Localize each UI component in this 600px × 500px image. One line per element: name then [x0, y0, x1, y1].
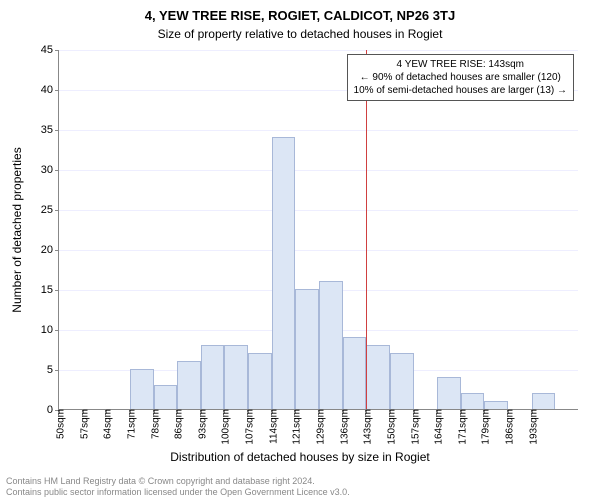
histogram-bar	[201, 345, 225, 409]
annotation-line: 4 YEW TREE RISE: 143sqm	[354, 58, 567, 71]
x-tick: 78sqm	[146, 409, 161, 439]
x-tick: 193sqm	[524, 409, 539, 445]
x-tick: 107sqm	[241, 409, 256, 445]
gridline	[59, 250, 578, 251]
x-tick: 186sqm	[501, 409, 516, 445]
histogram-bar	[272, 137, 296, 409]
histogram-bar	[177, 361, 201, 409]
histogram-bar	[319, 281, 343, 409]
x-tick: 164sqm	[430, 409, 445, 445]
x-tick: 114sqm	[264, 409, 279, 444]
histogram-bar	[390, 353, 414, 409]
histogram-bar	[532, 393, 556, 409]
x-tick: 71sqm	[122, 409, 137, 439]
histogram-bar	[248, 353, 272, 409]
x-tick: 86sqm	[170, 409, 185, 439]
footer-line-1: Contains HM Land Registry data © Crown c…	[6, 476, 350, 487]
gridline	[59, 50, 578, 51]
x-tick: 64sqm	[99, 409, 114, 439]
y-tick: 20	[41, 244, 59, 256]
x-tick: 171sqm	[453, 409, 468, 445]
x-tick: 121sqm	[288, 409, 303, 445]
y-tick: 35	[41, 124, 59, 136]
histogram-bar	[366, 345, 390, 409]
x-tick: 136sqm	[335, 409, 350, 445]
histogram-bar	[461, 393, 485, 409]
plot-area: 05101520253035404550sqm57sqm64sqm71sqm78…	[58, 50, 578, 410]
gridline	[59, 210, 578, 211]
y-tick: 5	[47, 364, 59, 376]
x-tick: 157sqm	[406, 409, 421, 445]
x-tick: 143sqm	[359, 409, 374, 445]
gridline	[59, 130, 578, 131]
x-tick: 129sqm	[312, 409, 327, 445]
annotation-line: 10% of semi-detached houses are larger (…	[354, 84, 567, 97]
x-tick: 50sqm	[52, 409, 67, 439]
x-tick: 179sqm	[477, 409, 492, 445]
histogram-bar	[224, 345, 248, 409]
annotation-box: 4 YEW TREE RISE: 143sqm← 90% of detached…	[347, 54, 574, 101]
y-tick: 45	[41, 44, 59, 56]
x-tick: 100sqm	[217, 409, 232, 445]
reference-line	[366, 50, 367, 409]
y-tick: 30	[41, 164, 59, 176]
histogram-bar	[484, 401, 508, 409]
chart-title: 4, YEW TREE RISE, ROGIET, CALDICOT, NP26…	[0, 0, 600, 23]
chart-area: 05101520253035404550sqm57sqm64sqm71sqm78…	[58, 50, 578, 410]
chart-subtitle: Size of property relative to detached ho…	[0, 23, 600, 41]
footer-attribution: Contains HM Land Registry data © Crown c…	[6, 476, 350, 498]
y-axis-label: Number of detached properties	[10, 147, 24, 312]
histogram-bar	[130, 369, 154, 409]
x-tick: 57sqm	[75, 409, 90, 439]
y-tick: 10	[41, 324, 59, 336]
y-tick: 40	[41, 84, 59, 96]
annotation-line: ← 90% of detached houses are smaller (12…	[354, 71, 567, 84]
histogram-bar	[343, 337, 367, 409]
y-tick: 15	[41, 284, 59, 296]
footer-line-2: Contains public sector information licen…	[6, 487, 350, 498]
x-tick: 150sqm	[382, 409, 397, 445]
histogram-bar	[295, 289, 319, 409]
y-tick: 25	[41, 204, 59, 216]
gridline	[59, 170, 578, 171]
x-tick: 93sqm	[193, 409, 208, 439]
histogram-bar	[437, 377, 461, 409]
histogram-bar	[154, 385, 178, 409]
x-axis-label: Distribution of detached houses by size …	[0, 450, 600, 464]
